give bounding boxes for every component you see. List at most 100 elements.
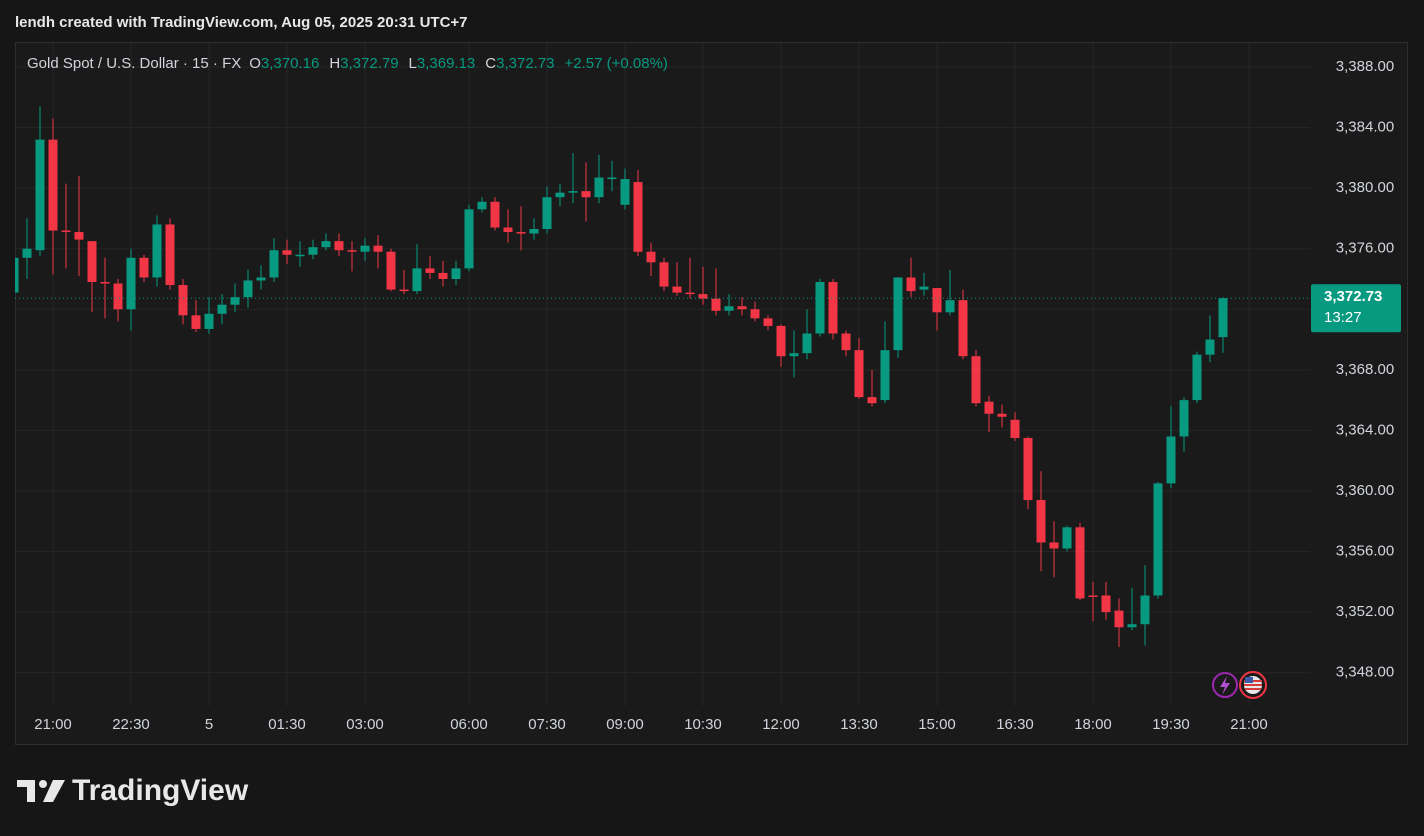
ohlc-value: 3,372.79 xyxy=(340,55,398,72)
x-tick-label: 16:30 xyxy=(996,716,1034,733)
candle-body xyxy=(646,251,656,263)
candle-body xyxy=(542,197,552,230)
candle-body xyxy=(1049,542,1059,549)
candle-body xyxy=(633,182,643,252)
candle-body xyxy=(438,272,448,279)
candle-body xyxy=(1205,339,1215,355)
last-price-label: 3,372.73 xyxy=(1324,288,1382,305)
brand-name: TradingView xyxy=(72,774,249,807)
candle-body xyxy=(464,209,474,269)
candle-body xyxy=(308,247,318,255)
ohlc-value: 3,369.13 xyxy=(417,55,475,72)
candle-body xyxy=(529,229,539,234)
y-tick-label: 3,376.00 xyxy=(1336,240,1394,257)
x-tick-label: 15:00 xyxy=(918,716,956,733)
candle-body xyxy=(165,224,175,286)
candle-body xyxy=(490,201,500,228)
candle-body xyxy=(659,262,669,287)
x-tick-label: 01:30 xyxy=(268,716,306,733)
candle-body xyxy=(698,294,708,299)
candle-body xyxy=(100,282,110,284)
x-tick-label: 07:30 xyxy=(528,716,566,733)
candle-body xyxy=(425,268,435,273)
candle-body xyxy=(191,315,201,329)
candle-body xyxy=(789,353,799,357)
axes: 3,348.00 3,352.00 3,356.00 3,360.00 3,364.00… xyxy=(34,58,1401,733)
candle-body xyxy=(48,139,58,231)
candle-body xyxy=(477,201,487,210)
candle-body xyxy=(841,333,851,351)
candle-body xyxy=(945,300,955,313)
candle-body xyxy=(217,304,227,314)
x-tick-label: 03:00 xyxy=(346,716,384,733)
candle-body xyxy=(1023,437,1033,501)
candle-body xyxy=(61,230,71,233)
candle-body xyxy=(932,288,942,313)
y-tick-label: 3,368.00 xyxy=(1336,361,1394,378)
symbol: Gold Spot / U.S. Dollar · 15 · FX xyxy=(27,55,241,72)
candle-body xyxy=(1010,419,1020,438)
candle-body xyxy=(1036,500,1046,543)
y-tick-label: 3,384.00 xyxy=(1336,119,1394,136)
candle-body xyxy=(360,245,370,252)
candle-body xyxy=(906,277,916,292)
candle-body xyxy=(568,191,578,193)
ohlc-value: 3,370.16 xyxy=(261,55,319,72)
x-tick-label: 09:00 xyxy=(606,716,644,733)
candle-body xyxy=(412,268,422,292)
legend-header: Gold Spot / U.S. Dollar · 15 · FX O3,370.… xyxy=(27,55,668,72)
candle-body xyxy=(451,268,461,279)
candle-body xyxy=(1114,610,1124,628)
ohlc-label: L xyxy=(409,55,417,72)
candle-body xyxy=(113,283,123,310)
y-tick-label: 3,348.00 xyxy=(1336,664,1394,681)
candle-body xyxy=(854,350,864,398)
candle-body xyxy=(15,257,19,293)
candle-body xyxy=(1140,595,1150,625)
candle-body xyxy=(1127,624,1137,628)
candle-body xyxy=(685,292,695,295)
candle-body xyxy=(555,192,565,198)
y-tick-label: 3,352.00 xyxy=(1336,603,1394,620)
candle-body xyxy=(984,401,994,414)
x-tick-label: 21:00 xyxy=(34,716,72,733)
ohlc-label: C xyxy=(485,55,496,72)
ohlc-label: O xyxy=(249,55,261,72)
change: +2.57 (+0.08%) xyxy=(565,55,668,72)
ohlc-label: H xyxy=(329,55,340,72)
candle-body xyxy=(74,232,84,240)
y-tick-label: 3,380.00 xyxy=(1336,179,1394,196)
candle-body xyxy=(243,280,253,298)
x-tick-label: 5 xyxy=(205,716,213,733)
candle-body xyxy=(581,191,591,198)
x-tick-label: 21:00 xyxy=(1230,716,1268,733)
candle-body xyxy=(126,257,136,310)
flag-canton xyxy=(1245,677,1253,683)
candle-body xyxy=(1062,527,1072,549)
logo-mark xyxy=(43,780,65,802)
brand-logo: TradingView xyxy=(17,774,249,807)
candle-body xyxy=(1179,400,1189,437)
candle-body xyxy=(87,241,97,283)
candle-body xyxy=(282,250,292,255)
candle-body xyxy=(178,285,188,316)
candle-body xyxy=(256,277,266,281)
candle-body xyxy=(958,300,968,357)
candle-body xyxy=(386,251,396,290)
candle-body xyxy=(269,250,279,278)
candle-body xyxy=(204,313,214,329)
candle-body xyxy=(607,177,617,180)
candle-body xyxy=(763,318,773,326)
countdown-label: 13:27 xyxy=(1324,309,1362,326)
logo-mark xyxy=(17,780,35,802)
candle-body xyxy=(139,257,149,278)
candle-body xyxy=(919,286,929,290)
candle-body xyxy=(867,397,877,404)
candle-body xyxy=(893,277,903,351)
x-tick-label: 13:30 xyxy=(840,716,878,733)
candle-body xyxy=(152,224,162,278)
candle-body xyxy=(334,241,344,251)
candle-body xyxy=(815,282,825,334)
candle-body xyxy=(230,297,240,305)
candle-body xyxy=(620,179,630,205)
